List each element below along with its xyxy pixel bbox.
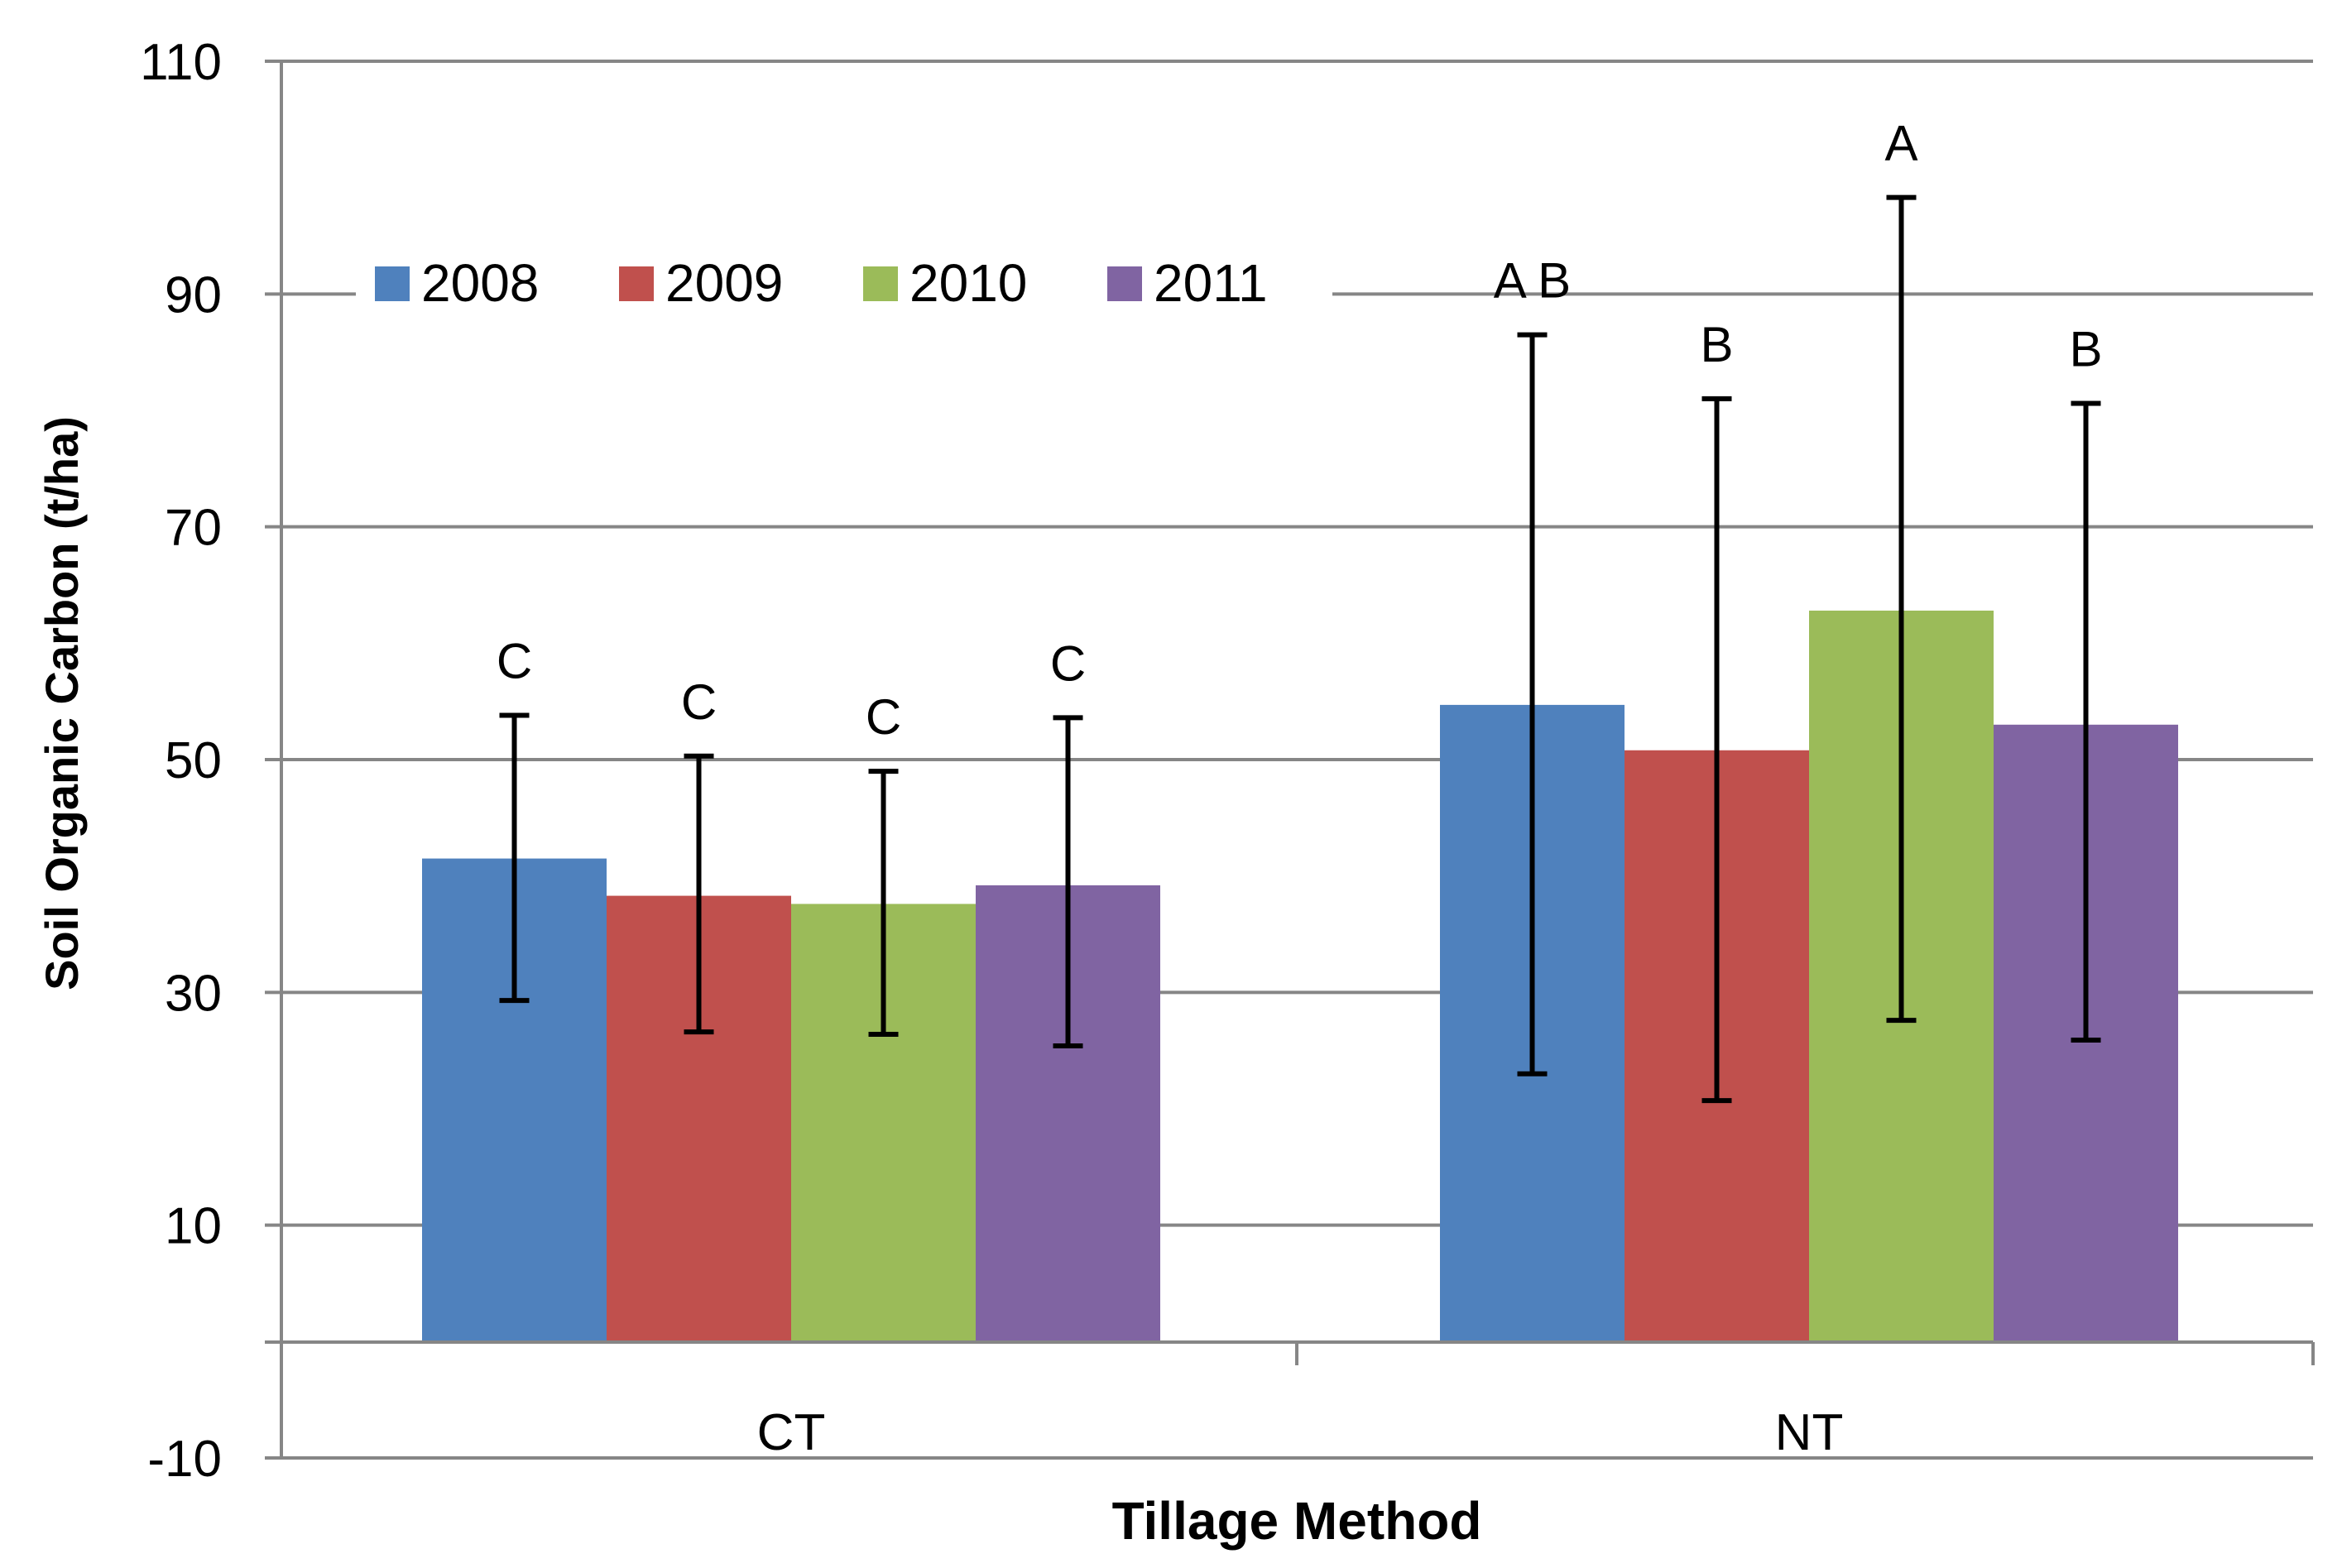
error-bars: [499, 194, 2101, 1104]
significance-label: C: [497, 634, 532, 689]
significance-label: A: [1884, 116, 1917, 171]
significance-label: C: [681, 674, 717, 730]
y-tick-label: -10: [147, 1431, 222, 1488]
category-label-ct: CT: [757, 1404, 826, 1461]
significance-label: C: [866, 689, 901, 745]
y-tick-label: 10: [165, 1198, 222, 1255]
legend-swatch-2008: [375, 266, 410, 301]
significance-label: C: [1050, 635, 1086, 691]
y-tick-label: 90: [165, 266, 222, 324]
significance-label: B: [2069, 322, 2102, 377]
legend-background: [356, 240, 1332, 323]
y-tick-label: 70: [165, 500, 222, 557]
legend-label-2008: 2008: [421, 253, 539, 313]
y-tick-label: 30: [165, 965, 222, 1022]
y-tick-label: 50: [165, 732, 222, 789]
x-category-labels: CT NT: [757, 1404, 1844, 1461]
legend-label-2010: 2010: [909, 253, 1027, 313]
significance-label: B: [1700, 317, 1733, 372]
legend-label-2009: 2009: [665, 253, 783, 313]
axes: [265, 61, 2315, 1458]
legend-swatch-2009: [619, 266, 654, 301]
x-axis-title: Tillage Method: [1112, 1491, 1482, 1551]
y-tick-label: 110: [140, 34, 222, 91]
legend-label-2011: 2011: [1154, 253, 1268, 313]
y-tick-labels: 110 90 70 50 30 10 -10: [140, 34, 222, 1488]
legend-swatch-2011: [1107, 266, 1142, 301]
significance-labels: C C C C A B B A B: [497, 116, 2103, 745]
legend: 2008 2009 2010 2011: [356, 240, 1332, 323]
significance-label: A B: [1494, 253, 1571, 309]
legend-swatch-2010: [863, 266, 898, 301]
y-axis-title: Soil Organic Carbon (t/ha): [36, 416, 88, 990]
category-label-nt: NT: [1775, 1404, 1844, 1461]
